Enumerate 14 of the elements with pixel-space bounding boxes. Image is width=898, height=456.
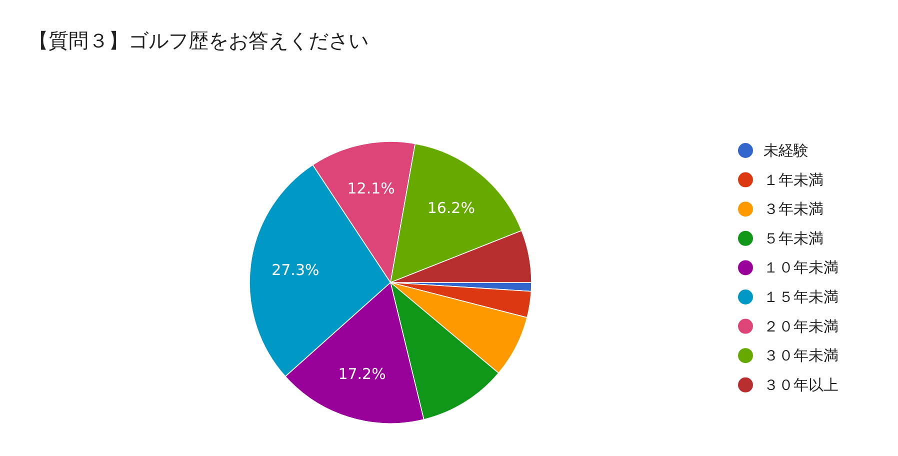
legend-label: 未経験 <box>764 142 808 160</box>
legend-label: １０年未満 <box>764 258 838 277</box>
legend-label: ５年未満 <box>764 229 824 248</box>
legend-label: ３０年未満 <box>764 346 838 365</box>
legend-label: ３０年以上 <box>764 376 838 394</box>
data-label: 16.2% <box>427 199 475 218</box>
data-label: 17.2% <box>338 365 386 384</box>
legend-label: ２０年未満 <box>764 317 838 336</box>
legend-label: １年未満 <box>764 170 824 189</box>
data-label: 12.1% <box>347 180 395 198</box>
legend-label: ３年未満 <box>764 200 824 218</box>
data-label: 27.3% <box>272 261 320 280</box>
chart-title: 【質問３】ゴルフ歴をお答えください <box>28 28 368 52</box>
legend-label: １５年未満 <box>764 288 838 306</box>
